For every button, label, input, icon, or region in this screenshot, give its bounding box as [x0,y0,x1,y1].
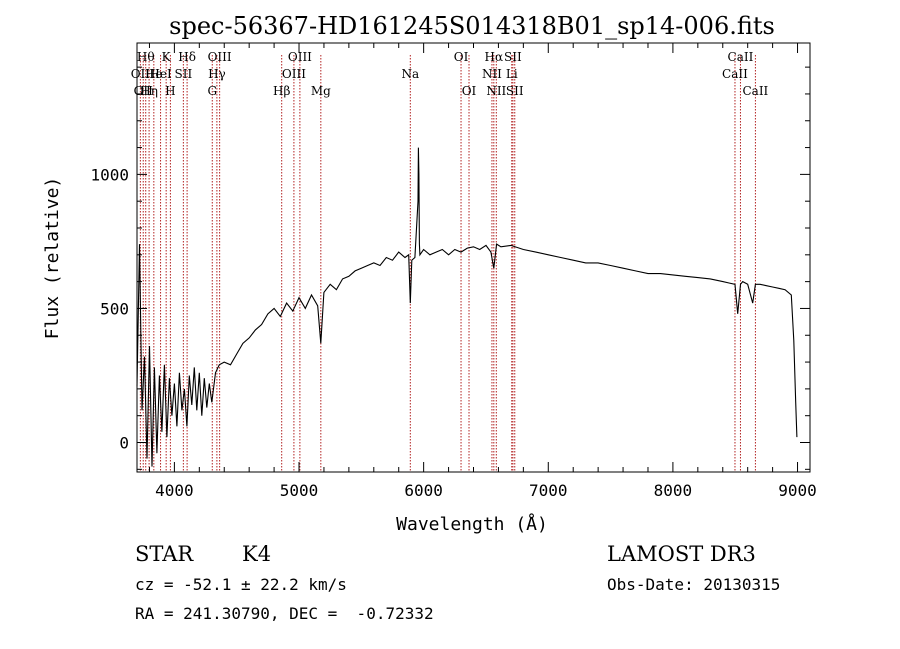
x-tick-label-9000: 9000 [778,481,817,500]
line-marker-label-7: H [165,84,175,98]
object-class: STAR [135,542,194,566]
line-marker-label-22: NII [486,84,506,98]
line-marker-label-26: CaII [722,67,748,81]
survey-name: LAMOST DR3 [607,542,756,566]
line-marker-label-27: CaII [728,50,754,64]
line-marker-label-6: K [162,50,172,64]
line-marker-label-10: G [207,84,217,98]
x-tick-label-6000: 6000 [404,481,443,500]
line-marker-label-20: NII [482,67,502,81]
line-marker-label-17: Na [401,67,419,81]
spectrum-line [136,147,798,467]
line-marker-label-0: OII [131,67,151,81]
line-marker-label-11: Hγ [208,67,226,81]
line-marker-label-18: OI [454,50,469,64]
line-marker-label-2: Hθ [137,50,155,64]
line-marker-label-14: OIII [282,67,306,81]
x-axis: 4000 5000 6000 7000 8000 9000 [148,43,817,500]
x-tick-label-8000: 8000 [654,481,693,500]
y-axis: 0 500 1000 [90,66,810,470]
coordinates: RA = 241.30790, DEC = -0.72332 [135,604,434,623]
x-tick-label-4000: 4000 [155,481,194,500]
line-marker-label-12: OIII [208,50,232,64]
line-marker-label-13: Hβ [273,84,290,98]
line-marker-label-1: OII [134,84,154,98]
line-marker-label-3: Hη [140,84,158,98]
chart-title: spec-56367-HD161245S014318B01_sp14-006.f… [169,12,775,40]
subclass: K4 [242,542,271,566]
x-tick-label-7000: 7000 [529,481,568,500]
y-tick-label-1000: 1000 [90,165,129,184]
redshift-readout: cz = -52.1 ± 22.2 km/s [135,575,347,594]
obs-date: Obs-Date: 20130315 [607,575,780,594]
line-marker-label-24: SII [504,50,522,64]
line-marker-label-21: Hα [485,50,504,64]
line-marker-label-28: CaII [742,84,768,98]
line-marker-label-15: OIII [288,50,312,64]
line-marker-label-19: OI [462,84,477,98]
spectral-line-markers [139,55,756,472]
x-tick-label-5000: 5000 [280,481,319,500]
line-marker-label-23: Li [506,67,518,81]
plot-frame [136,42,811,473]
line-marker-label-9: Hδ [178,50,196,64]
y-tick-label-0: 0 [119,434,129,453]
x-axis-label: Wavelength (Å) [396,513,548,535]
line-marker-label-4: He [145,67,163,81]
y-axis-label: Flux (relative) [42,177,63,340]
spectral-line-labels: OIIOIIHθHηHeHeIKHSIIHδGHγOIIIHβOIIIOIIIM… [131,50,769,98]
line-marker-label-5: HeI [149,67,172,81]
line-marker-label-16: Mg [311,84,331,98]
line-marker-label-25: SII [506,84,524,98]
y-tick-label-500: 500 [100,299,129,318]
line-marker-label-8: SII [175,67,193,81]
